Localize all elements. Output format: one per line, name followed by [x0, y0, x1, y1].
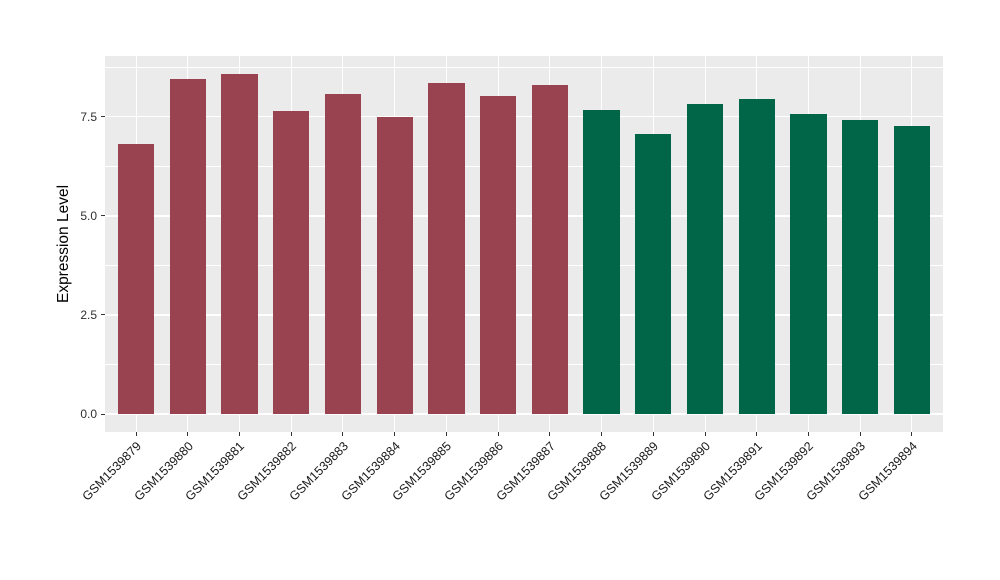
bar-GSM1539891 — [738, 99, 775, 414]
x-tick-mark — [911, 432, 913, 436]
gridline-major — [105, 413, 943, 415]
x-tick-mark — [808, 432, 809, 436]
gridline-minor — [105, 264, 943, 266]
bar-GSM1539879 — [117, 143, 155, 414]
bar-GSM1539892 — [790, 114, 827, 414]
x-tick-mark — [342, 432, 344, 436]
plot-panel — [105, 56, 943, 432]
y-tick-mark — [101, 116, 105, 118]
bar-GSM1539882 — [273, 111, 310, 414]
gridline-major — [105, 215, 943, 217]
x-tick-mark — [549, 432, 551, 436]
gridline-major — [105, 115, 943, 118]
gridline-minor — [105, 165, 943, 167]
bar-GSM1539886 — [480, 96, 517, 414]
x-tick-mark — [497, 432, 499, 436]
y-tick-label: 5.0 — [80, 208, 97, 223]
bar-GSM1539881 — [221, 74, 258, 414]
x-tick-mark — [756, 432, 758, 436]
bar-GSM1539893 — [842, 119, 879, 414]
y-tick-mark — [101, 413, 105, 415]
y-tick-label: 7.5 — [80, 109, 97, 124]
bar-GSM1539885 — [428, 82, 465, 414]
bar-GSM1539887 — [531, 85, 568, 414]
y-tick-label: 2.5 — [80, 307, 97, 322]
gridline-major — [105, 314, 943, 316]
y-tick-mark — [101, 215, 105, 217]
bar-GSM1539890 — [686, 104, 724, 414]
x-tick-mark — [704, 432, 706, 436]
y-tick-label: 0.0 — [80, 407, 97, 421]
x-tick-mark — [290, 432, 292, 436]
bar-GSM1539884 — [376, 117, 413, 414]
bar-GSM1539894 — [893, 126, 931, 414]
y-axis-title: Expression Level — [55, 184, 72, 304]
bar-GSM1539889 — [635, 134, 672, 414]
bar-GSM1539883 — [324, 94, 362, 414]
x-tick-mark — [859, 432, 861, 436]
x-tick-mark — [445, 432, 447, 436]
y-tick-mark — [101, 314, 105, 316]
x-tick-mark — [238, 432, 240, 436]
x-tick-mark — [601, 432, 603, 436]
x-tick-mark — [652, 432, 654, 436]
bar-GSM1539888 — [583, 110, 620, 414]
gridline-minor — [105, 66, 943, 68]
x-tick-mark — [135, 432, 137, 436]
x-tick-mark — [187, 432, 189, 436]
gridline-minor — [105, 363, 943, 365]
x-tick-mark — [394, 432, 396, 436]
bar-GSM1539880 — [169, 78, 206, 414]
